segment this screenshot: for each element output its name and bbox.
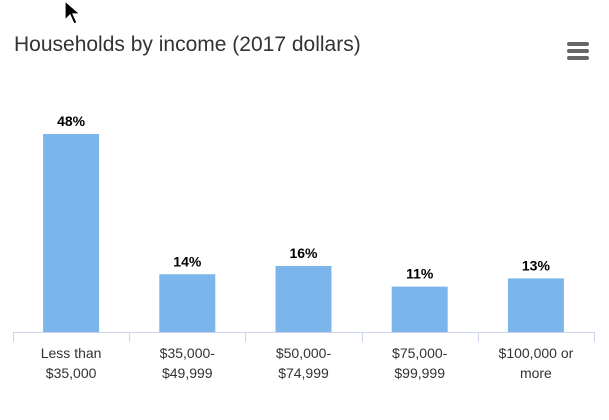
data-label-3: 11%	[406, 266, 434, 282]
category-label-1-line-0: $35,000-	[160, 345, 216, 361]
data-label-2: 16%	[289, 245, 318, 261]
category-label-3-line-1: $99,999	[394, 365, 445, 381]
bar-0	[43, 134, 100, 332]
category-label-0-line-0: Less than	[41, 345, 102, 361]
data-label-0: 48%	[57, 113, 86, 129]
data-label-1: 14%	[173, 253, 202, 269]
bar-3	[391, 286, 448, 332]
chart-title: Households by income (2017 dollars)	[14, 33, 361, 56]
category-label-2-line-0: $50,000-	[276, 345, 332, 361]
hamburger-menu-icon	[567, 42, 589, 46]
data-label-4: 13%	[522, 257, 551, 273]
category-label-1-line-1: $49,999	[162, 365, 213, 381]
mouse-pointer-icon	[64, 0, 82, 31]
category-label-2-line-1: $74,999	[278, 365, 329, 381]
category-label-3-line-0: $75,000-	[392, 345, 448, 361]
bar-2	[275, 266, 332, 332]
bar-1	[159, 274, 216, 332]
category-label-4-line-0: $100,000 or	[499, 345, 574, 361]
chart-menu-button[interactable]	[564, 40, 590, 64]
bar-4	[507, 278, 564, 332]
category-label-0-line-1: $35,000	[46, 365, 97, 381]
category-label-4-line-1: more	[520, 365, 552, 381]
